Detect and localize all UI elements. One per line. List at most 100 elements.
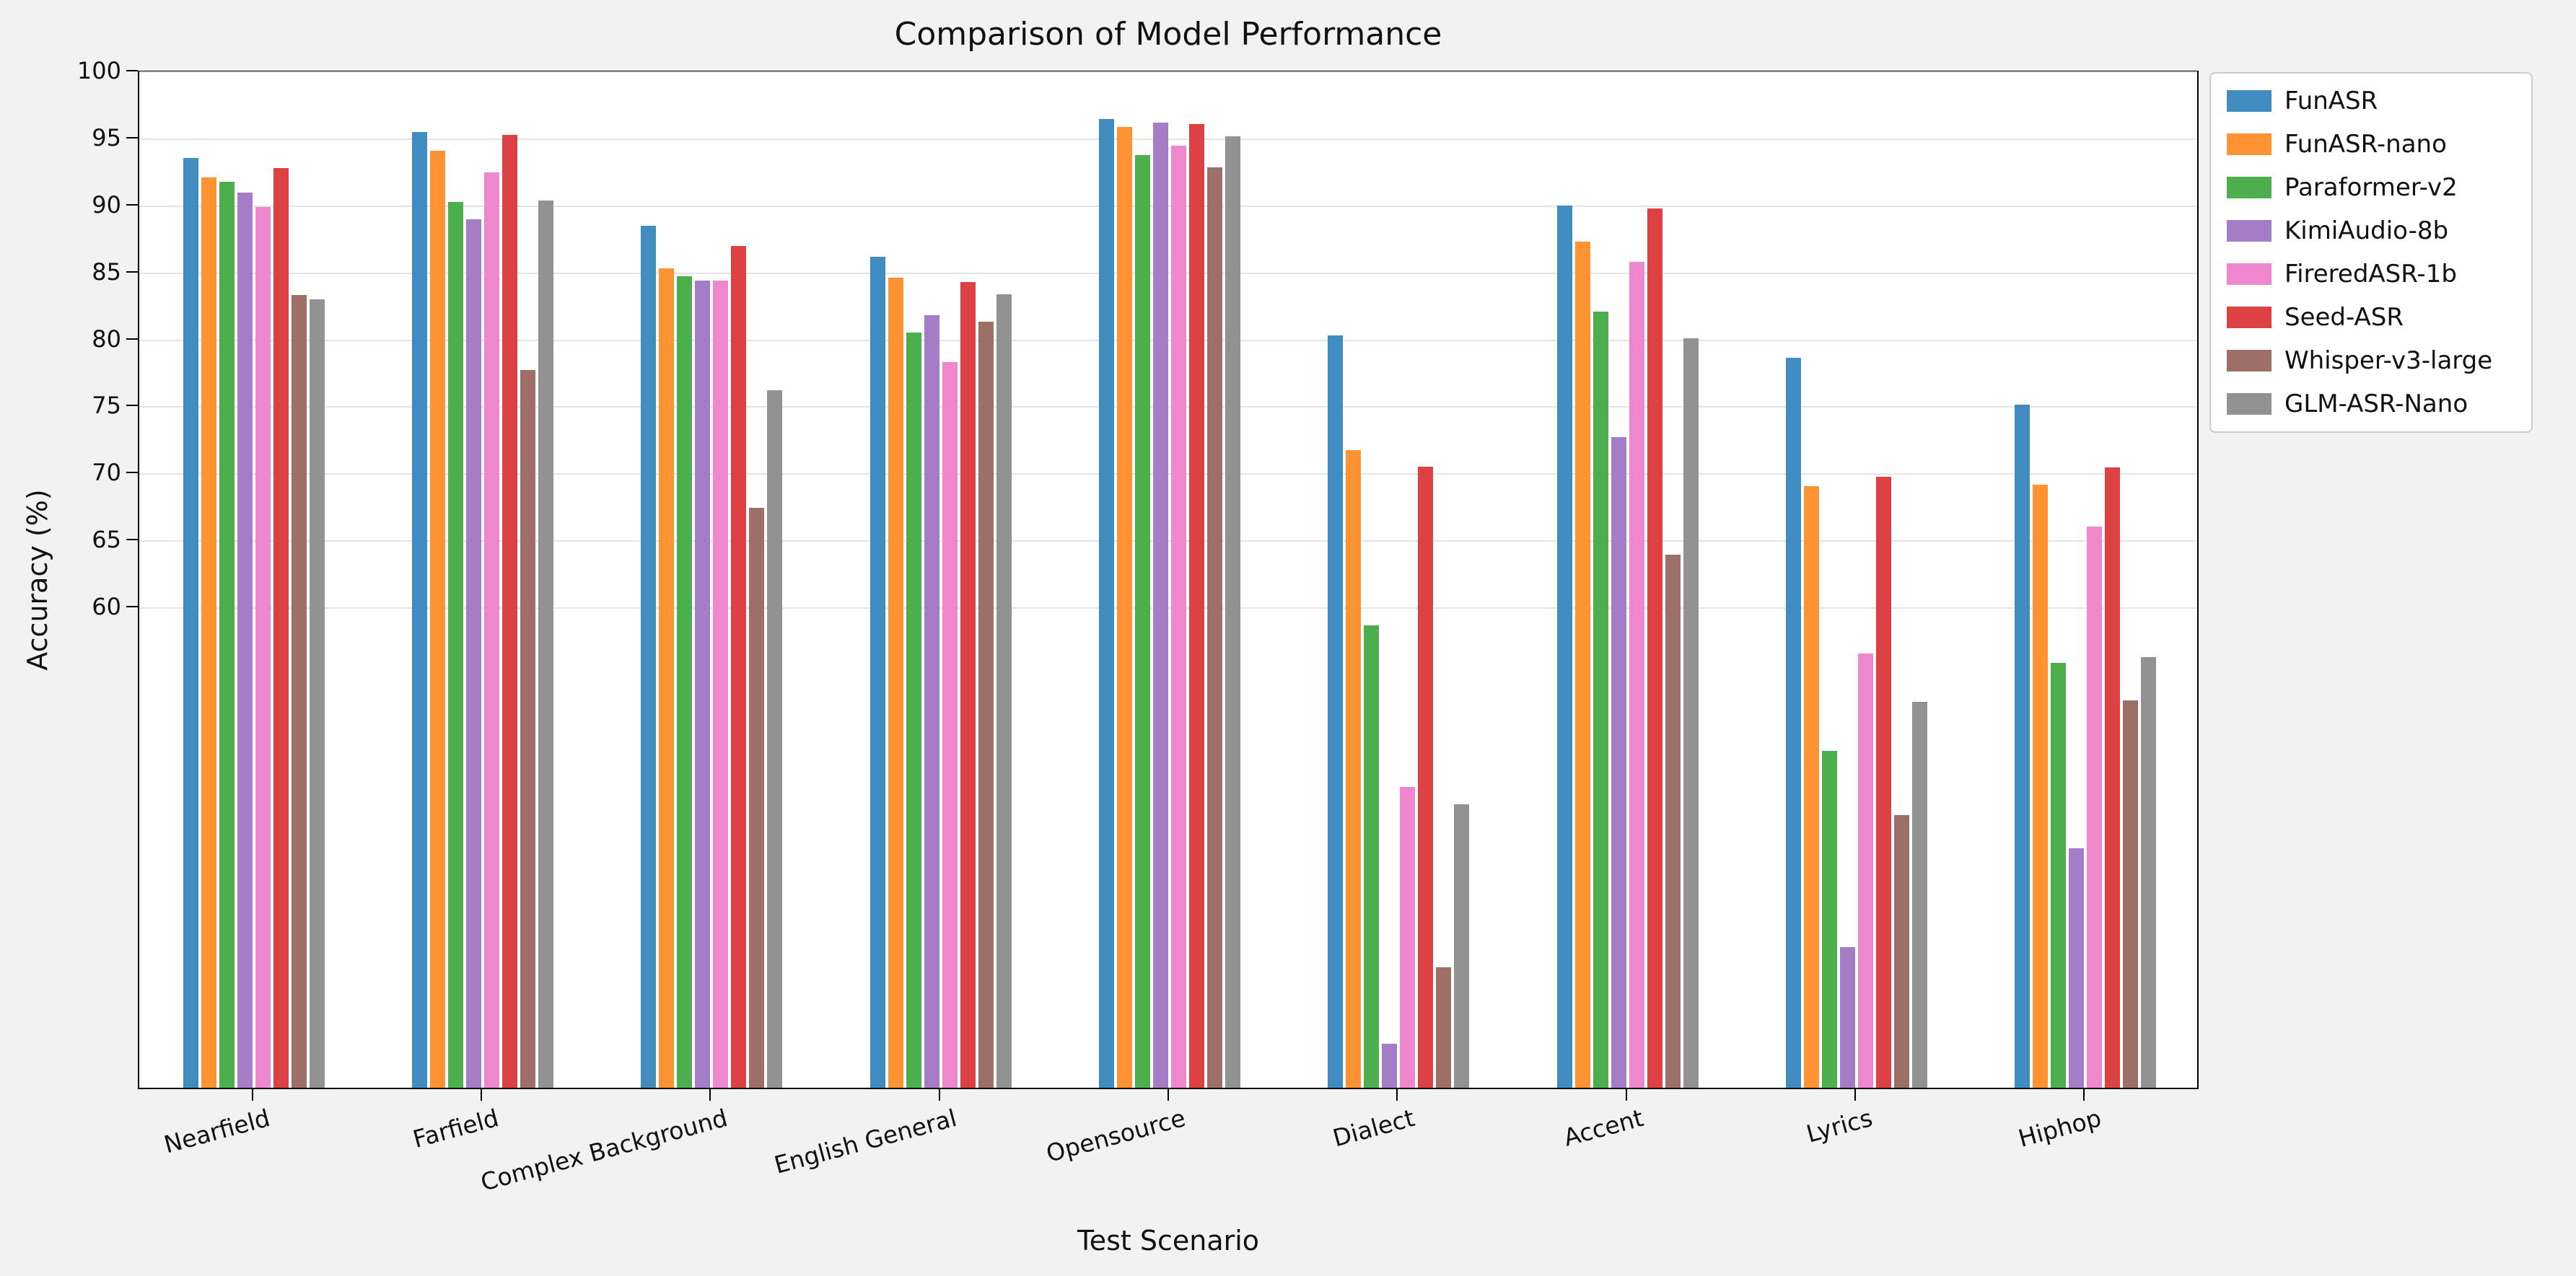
bar-seed-asr-hiphop	[2105, 467, 2121, 1088]
y-tick-mark	[126, 405, 138, 407]
legend-item-seed-asr: Seed-ASR	[2227, 303, 2515, 332]
bar-funasr-hiphop	[2015, 405, 2030, 1088]
bar-kimiaudio-8b-nearfield	[237, 192, 253, 1088]
y-tick-label-85: 85	[92, 258, 121, 286]
legend-color-swatch-seed-asr	[2227, 307, 2271, 328]
legend-label-fireredasr-1b: FireredASR-1b	[2284, 260, 2457, 289]
y-tick-mark	[126, 203, 138, 206]
x-tick-label-english-general: English General	[771, 1104, 960, 1179]
y-tick-label-70: 70	[92, 459, 121, 487]
bar-funasr-lyrics	[1786, 358, 1801, 1088]
bar-paraformer-v2-complex-background	[677, 276, 693, 1088]
y-tick-mark	[126, 472, 138, 474]
bar-glm-asr-nano-dialect	[1454, 804, 1470, 1088]
y-tick-label-60: 60	[92, 593, 121, 621]
bar-glm-asr-nano-nearfield	[309, 299, 325, 1088]
bar-seed-asr-english-general	[960, 281, 976, 1088]
chart-title: Comparison of Model Performance	[894, 16, 1442, 53]
y-tick-mark	[126, 270, 138, 273]
x-tick-label-accent: Accent	[1561, 1104, 1647, 1152]
gridline-90	[139, 205, 2197, 207]
y-tick-label-90: 90	[92, 190, 121, 219]
bar-fireredasr-1b-dialect	[1400, 787, 1416, 1088]
gridline-80	[139, 339, 2197, 341]
bar-funasr-nearfield	[183, 157, 198, 1088]
plot-area	[138, 71, 2199, 1089]
legend-label-funasr-nano: FunASR-nano	[2284, 130, 2447, 159]
legend-label-paraformer-v2: Paraformer-v2	[2284, 173, 2458, 202]
bar-fireredasr-1b-lyrics	[1858, 653, 1873, 1088]
x-axis-title: Test Scenario	[1077, 1225, 1260, 1257]
legend-item-paraformer-v2: Paraformer-v2	[2227, 173, 2515, 202]
legend-item-whisper-v3-large: Whisper-v3-large	[2227, 346, 2515, 375]
legend-color-swatch-fireredasr-1b	[2227, 263, 2271, 285]
bar-funasr-opensource	[1099, 118, 1114, 1088]
gridline-100	[139, 71, 2197, 73]
bar-kimiaudio-8b-opensource	[1153, 123, 1168, 1088]
y-tick-label-100: 100	[76, 57, 121, 84]
bar-kimiaudio-8b-dialect	[1382, 1043, 1398, 1088]
bar-glm-asr-nano-hiphop	[2141, 657, 2157, 1088]
y-axis-title: Accuracy (%)	[22, 489, 53, 671]
bar-funasr-nano-english-general	[888, 278, 903, 1088]
bar-kimiaudio-8b-lyrics	[1840, 947, 1855, 1088]
bar-seed-asr-opensource	[1189, 124, 1204, 1088]
x-tick-mark	[481, 1089, 482, 1101]
bar-funasr-nano-accent	[1574, 242, 1590, 1088]
bar-fireredasr-1b-hiphop	[2087, 526, 2103, 1088]
bar-funasr-nano-farfield	[430, 151, 445, 1088]
legend: FunASR FunASR-nano Paraformer-v2 KimiAudio-…	[2209, 72, 2533, 433]
y-tick-label-80: 80	[92, 325, 121, 353]
bar-seed-asr-farfield	[502, 135, 517, 1088]
x-tick-mark	[2083, 1089, 2085, 1101]
bar-funasr-nano-hiphop	[2033, 485, 2049, 1088]
bar-funasr-farfield	[412, 132, 427, 1088]
gridline-95	[139, 138, 2197, 140]
y-tick-mark	[126, 606, 138, 608]
x-tick-label-nearfield: Nearfield	[160, 1104, 273, 1159]
gridline-75	[139, 406, 2197, 408]
bar-funasr-accent	[1556, 206, 1572, 1088]
bar-glm-asr-nano-lyrics	[1912, 701, 1927, 1088]
bar-whisper-v3-large-complex-background	[749, 507, 765, 1088]
x-tick-mark	[1854, 1089, 1856, 1101]
bar-whisper-v3-large-lyrics	[1894, 815, 1909, 1088]
legend-label-whisper-v3-large: Whisper-v3-large	[2284, 346, 2493, 375]
bar-whisper-v3-large-opensource	[1207, 167, 1222, 1088]
bar-funasr-nano-dialect	[1346, 450, 1362, 1088]
bar-funasr-nano-nearfield	[201, 177, 216, 1088]
bar-whisper-v3-large-accent	[1665, 554, 1681, 1088]
bar-seed-asr-lyrics	[1876, 477, 1891, 1088]
x-tick-mark	[938, 1089, 940, 1101]
gridline-85	[139, 272, 2197, 274]
bar-funasr-nano-opensource	[1117, 126, 1132, 1088]
gridline-65	[139, 540, 2197, 542]
bar-fireredasr-1b-complex-background	[713, 281, 729, 1088]
y-tick-label-75: 75	[92, 392, 121, 420]
bar-seed-asr-nearfield	[273, 168, 289, 1088]
bar-glm-asr-nano-opensource	[1225, 136, 1240, 1088]
legend-color-swatch-whisper-v3-large	[2227, 350, 2271, 371]
legend-color-swatch-kimiaudio-8b	[2227, 220, 2271, 242]
bar-fireredasr-1b-opensource	[1171, 145, 1186, 1088]
bar-paraformer-v2-dialect	[1364, 625, 1380, 1088]
x-tick-label-complex-background: Complex Background	[478, 1104, 731, 1197]
y-tick-mark	[126, 539, 138, 541]
bar-kimiaudio-8b-accent	[1611, 436, 1626, 1088]
y-tick-mark	[126, 136, 138, 138]
x-tick-mark	[251, 1089, 253, 1101]
gridline-60	[139, 607, 2197, 610]
y-tick-mark	[126, 338, 138, 340]
bar-whisper-v3-large-dialect	[1436, 967, 1452, 1088]
legend-label-kimiaudio-8b: KimiAudio-8b	[2284, 216, 2449, 245]
bar-funasr-nano-lyrics	[1804, 486, 1819, 1088]
bar-glm-asr-nano-accent	[1683, 338, 1699, 1088]
x-tick-label-opensource: Opensource	[1043, 1104, 1189, 1168]
bar-glm-asr-nano-complex-background	[767, 390, 783, 1088]
bar-funasr-nano-complex-background	[659, 268, 675, 1088]
x-tick-mark	[1167, 1089, 1169, 1101]
x-tick-label-lyrics: Lyrics	[1803, 1104, 1876, 1148]
bar-glm-asr-nano-english-general	[996, 294, 1012, 1088]
bar-whisper-v3-large-farfield	[520, 370, 535, 1088]
